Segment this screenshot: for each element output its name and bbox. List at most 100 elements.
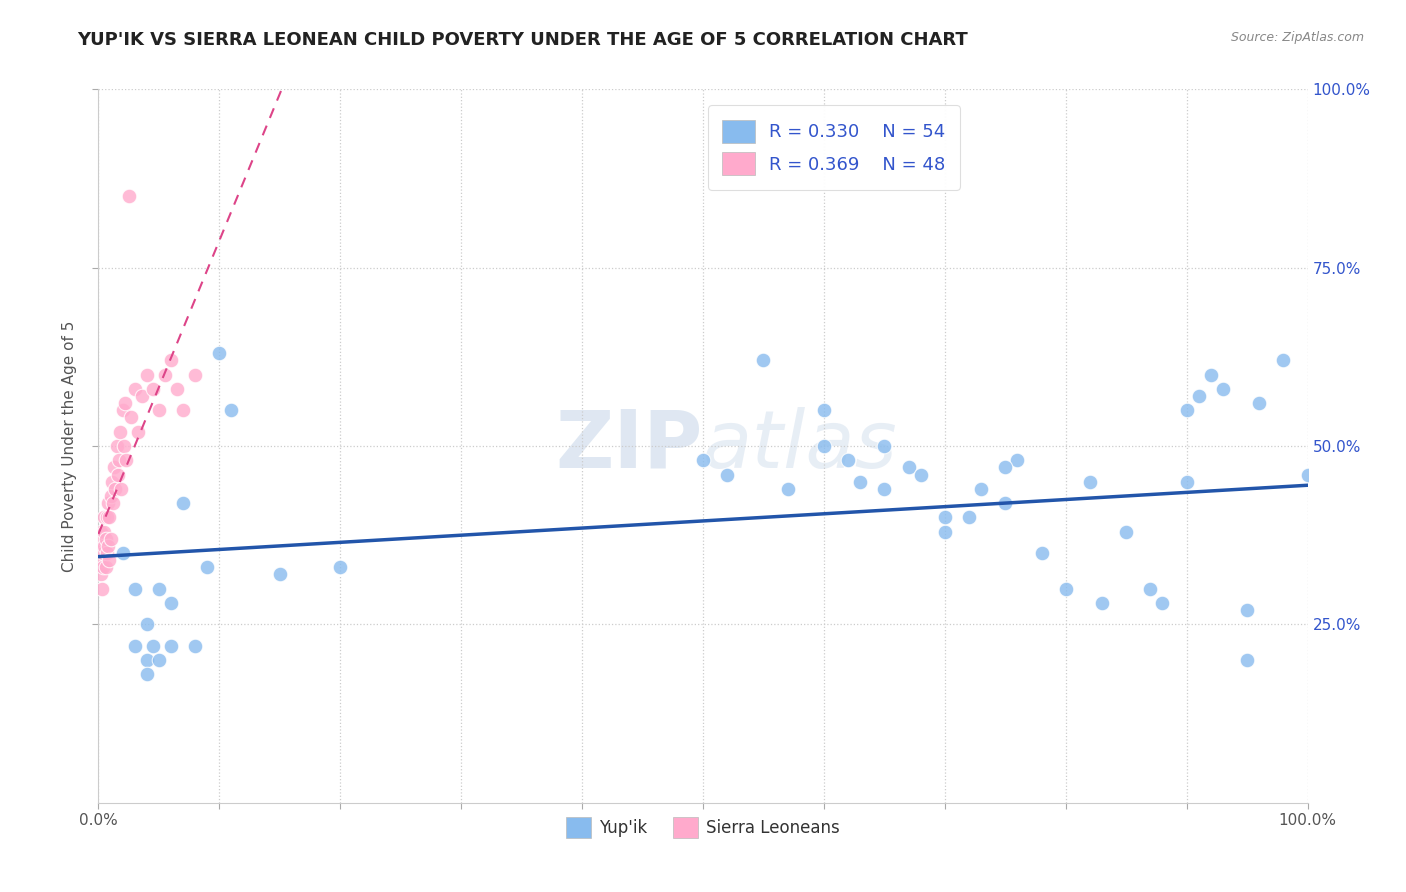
Point — [91, 553, 114, 567]
Point — [93, 510, 115, 524]
Point — [89, 546, 111, 560]
Point — [172, 403, 194, 417]
Text: ZIP: ZIP — [555, 407, 703, 485]
Point — [91, 582, 114, 596]
Point — [97, 496, 120, 510]
Point — [873, 439, 896, 453]
Point — [142, 639, 165, 653]
Point — [1152, 596, 1174, 610]
Point — [195, 560, 218, 574]
Point — [1091, 596, 1114, 610]
Point — [96, 546, 118, 560]
Point — [103, 460, 125, 475]
Point — [93, 524, 115, 539]
Point — [1175, 475, 1198, 489]
Point — [97, 539, 120, 553]
Point — [135, 368, 157, 382]
Point — [148, 653, 170, 667]
Point — [160, 353, 183, 368]
Point — [269, 567, 291, 582]
Y-axis label: Child Poverty Under the Age of 5: Child Poverty Under the Age of 5 — [62, 320, 77, 572]
Point — [813, 439, 835, 453]
Point — [101, 496, 124, 510]
Point — [208, 346, 231, 360]
Point — [172, 496, 194, 510]
Point — [127, 425, 149, 439]
Point — [1249, 396, 1271, 410]
Point — [96, 510, 118, 524]
Point — [118, 189, 141, 203]
Point — [111, 546, 134, 560]
Point — [1236, 653, 1258, 667]
Point — [329, 560, 352, 574]
Point — [98, 510, 121, 524]
Point — [957, 510, 980, 524]
Point — [160, 596, 183, 610]
Point — [970, 482, 993, 496]
Text: atlas: atlas — [703, 407, 898, 485]
Point — [108, 425, 131, 439]
Point — [994, 496, 1017, 510]
Point — [873, 482, 896, 496]
Point — [90, 567, 112, 582]
Point — [184, 368, 207, 382]
Point — [107, 467, 129, 482]
Legend: Yup'ik, Sierra Leoneans: Yup'ik, Sierra Leoneans — [560, 811, 846, 845]
Point — [849, 475, 872, 489]
Point — [221, 403, 243, 417]
Point — [100, 475, 122, 489]
Point — [934, 524, 956, 539]
Point — [166, 382, 188, 396]
Text: YUP'IK VS SIERRA LEONEAN CHILD POVERTY UNDER THE AGE OF 5 CORRELATION CHART: YUP'IK VS SIERRA LEONEAN CHILD POVERTY U… — [77, 31, 969, 49]
Point — [135, 653, 157, 667]
Point — [91, 560, 114, 574]
Point — [114, 396, 136, 410]
Point — [120, 410, 142, 425]
Point — [148, 403, 170, 417]
Point — [124, 582, 146, 596]
Point — [1236, 603, 1258, 617]
Point — [994, 460, 1017, 475]
Point — [108, 453, 131, 467]
Point — [105, 439, 128, 453]
Point — [91, 532, 114, 546]
Point — [1078, 475, 1101, 489]
Point — [1212, 382, 1234, 396]
Point — [897, 460, 920, 475]
Point — [104, 482, 127, 496]
Point — [91, 546, 114, 560]
Point — [111, 403, 134, 417]
Point — [813, 403, 835, 417]
Point — [112, 439, 135, 453]
Point — [135, 667, 157, 681]
Point — [1115, 524, 1137, 539]
Point — [1175, 403, 1198, 417]
Point — [124, 639, 146, 653]
Point — [160, 639, 183, 653]
Point — [1199, 368, 1222, 382]
Point — [142, 382, 165, 396]
Point — [1188, 389, 1211, 403]
Point — [752, 353, 775, 368]
Point — [91, 539, 114, 553]
Point — [100, 532, 122, 546]
Text: Source: ZipAtlas.com: Source: ZipAtlas.com — [1230, 31, 1364, 45]
Point — [837, 453, 859, 467]
Point — [148, 582, 170, 596]
Point — [1007, 453, 1029, 467]
Point — [135, 617, 157, 632]
Point — [115, 453, 138, 467]
Point — [94, 560, 117, 574]
Point — [110, 482, 132, 496]
Point — [124, 382, 146, 396]
Point — [1296, 467, 1319, 482]
Point — [153, 368, 176, 382]
Point — [776, 482, 799, 496]
Point — [1031, 546, 1053, 560]
Point — [692, 453, 714, 467]
Point — [93, 539, 115, 553]
Point — [184, 639, 207, 653]
Point — [910, 467, 932, 482]
Point — [716, 467, 738, 482]
Point — [1272, 353, 1295, 368]
